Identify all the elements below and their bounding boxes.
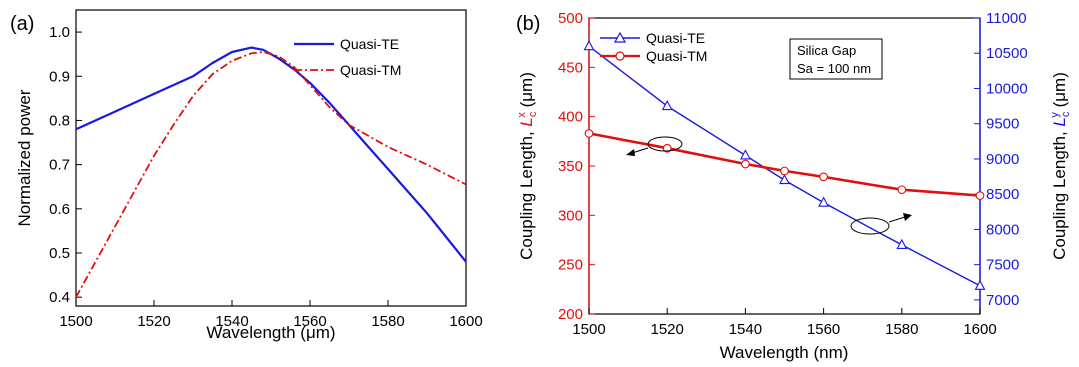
plot-a-x-ticks: 1500 1520 1540 1560 1580 1600 <box>59 300 483 330</box>
axis-pointers <box>626 136 912 235</box>
legend-a-te-label: Quasi-TE <box>340 36 399 52</box>
y-tick-label: 0.7 <box>49 157 70 174</box>
plot-b-right-y-label: Coupling Length, Lcy (μm) <box>1049 72 1072 260</box>
series-line-quasi-tm <box>75 51 467 298</box>
x-tick-label: 1500 <box>59 313 92 330</box>
right-tick-label: 8500 <box>986 186 1019 203</box>
te-marker <box>739 149 751 160</box>
plot-b-right-ticks: 7000 7500 8000 8500 9000 9500 10000 10500 11000 <box>974 10 1028 309</box>
right-tick-label: 7500 <box>986 257 1019 274</box>
annotation-line-2: Sa = 100 nm <box>797 61 871 76</box>
x-tick-label: 1540 <box>729 321 762 338</box>
right-tick-label: 11000 <box>986 10 1027 27</box>
plot-b-x-ticks: 1500 1520 1540 1560 1580 1600 <box>572 308 997 338</box>
tm-marker <box>584 129 594 138</box>
annotation-box: Silica Gap Sa = 100 nm <box>789 38 883 80</box>
x-tick-label: 1560 <box>807 321 840 338</box>
x-tick-label: 1580 <box>371 313 404 330</box>
plot-a-legend: Quasi-TE Quasi-TM <box>294 36 401 78</box>
x-tick-label: 1500 <box>572 321 605 338</box>
left-tick-label: 250 <box>558 257 583 274</box>
x-tick-label: 1520 <box>651 321 684 338</box>
right-tick-label: 8000 <box>986 221 1019 238</box>
plot-b-x-label: Wavelength (nm) <box>720 343 849 362</box>
tm-marker <box>819 172 828 182</box>
tm-axis-arrowhead <box>626 149 635 156</box>
plot-a-series <box>75 46 467 298</box>
series-line-quasi-tm <box>588 132 981 197</box>
right-tick-label: 9500 <box>986 116 1019 133</box>
tm-marker <box>897 185 907 195</box>
series-line-quasi-te <box>75 46 467 263</box>
plot-a-y-label: Normalized power <box>15 89 34 226</box>
tm-marker <box>780 166 789 176</box>
right-tick-label: 7000 <box>986 292 1019 309</box>
x-tick-label: 1560 <box>293 313 326 330</box>
panel-b-label: (b) <box>516 13 540 35</box>
annotation-line-1: Silica Gap <box>797 43 856 58</box>
te-marker <box>974 279 986 290</box>
panel-b: (b) 1500 1520 1540 1560 1580 1600 200 250 300 35… <box>516 10 1072 362</box>
tm-marker <box>662 143 672 153</box>
te-marker <box>818 196 830 207</box>
x-tick-label: 1600 <box>963 321 996 338</box>
te-marker <box>583 40 595 51</box>
panel-a: (a) 1500 1520 1540 1560 1580 1600 0.40.50.60.… <box>10 9 483 342</box>
left-tick-label: 350 <box>558 158 583 175</box>
left-tick-label: 300 <box>558 207 583 224</box>
y-tick-label: 1.0 <box>49 24 70 41</box>
plot-a-frame <box>75 9 467 307</box>
te-axis-arrowhead <box>903 213 912 221</box>
panel-a-label: (a) <box>10 13 34 35</box>
te-axis-ellipse <box>850 217 890 235</box>
y-tick-label: 0.6 <box>49 201 70 218</box>
y-tick-label: 0.5 <box>49 245 70 262</box>
right-tick-label: 10000 <box>986 80 1028 97</box>
tm-axis-arrow-line <box>631 147 649 154</box>
y-tick-label: 0.4 <box>49 289 70 306</box>
x-tick-label: 1540 <box>215 313 248 330</box>
legend-b-te-marker <box>613 31 627 43</box>
plot-a-y-ticks: 0.4 0.5 0.6 0.7 0.8 0.9 1.0 <box>49 24 82 306</box>
legend-b-tm-label: Quasi-TM <box>646 48 707 64</box>
plot-a-x-label: Wavelength (μm) <box>206 323 335 342</box>
tm-marker <box>975 191 985 200</box>
x-tick-label: 1600 <box>449 313 482 330</box>
legend-b-tm-marker <box>615 51 625 61</box>
plot-b-series <box>583 40 986 290</box>
plot-b-left-ticks: 200 250 300 350 400 450 500 <box>558 10 595 323</box>
te-marker <box>896 238 908 249</box>
legend-a-tm-label: Quasi-TM <box>340 62 401 78</box>
plot-b-left-y-label: Coupling Length, Lcx (μm) <box>516 72 539 260</box>
series-line-quasi-te <box>588 45 981 287</box>
right-tick-label: 9000 <box>986 151 1019 168</box>
right-tick-label: 10500 <box>986 45 1028 62</box>
x-tick-label: 1520 <box>137 313 170 330</box>
y-tick-label: 0.8 <box>49 112 70 129</box>
left-tick-label: 200 <box>558 306 583 323</box>
left-tick-label: 400 <box>558 109 583 126</box>
x-tick-label: 1580 <box>885 321 918 338</box>
legend-b-te-label: Quasi-TE <box>646 30 705 46</box>
te-axis-arrow-line <box>888 216 906 223</box>
left-tick-label: 450 <box>558 59 583 76</box>
y-tick-label: 0.9 <box>49 68 70 85</box>
plot-b-legend: Quasi-TE Quasi-TM <box>600 30 707 64</box>
te-marker <box>661 99 673 111</box>
tm-axis-ellipse <box>647 136 683 152</box>
annotation-frame <box>789 38 883 80</box>
tm-marker <box>741 159 750 169</box>
left-tick-label: 500 <box>558 10 583 27</box>
te-marker <box>779 173 790 185</box>
